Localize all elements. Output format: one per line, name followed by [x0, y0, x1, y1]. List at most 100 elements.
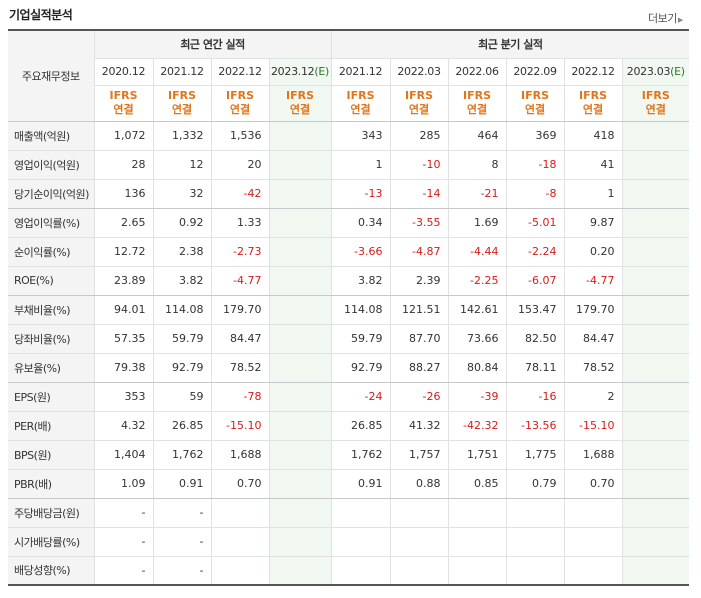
table-row: 영업이익(억원) 28 12 20 1 -10 8 -18 41	[8, 150, 690, 180]
table-cell	[269, 324, 332, 354]
table-cell: -	[94, 556, 154, 586]
table-cell: 80.84	[448, 353, 507, 383]
table-cell: -3.66	[330, 237, 391, 267]
table-cell	[564, 498, 623, 528]
table-cell	[622, 527, 690, 557]
table-cell	[622, 353, 690, 383]
table-cell	[390, 527, 449, 557]
row-label: 주당배당금(원)	[8, 498, 95, 528]
table-cell: 1	[564, 179, 623, 209]
estimate-marker: (E)	[670, 65, 685, 78]
table-cell: 57.35	[94, 324, 154, 354]
table-cell: -3.55	[390, 208, 449, 238]
table-cell: 1,072	[94, 121, 154, 151]
ifrs-cell: IFRS 연결	[153, 85, 212, 122]
group-header-row: 주요재무정보 최근 연간 실적 최근 분기 실적	[8, 29, 690, 122]
table-cell: -78	[211, 382, 270, 412]
table-cell: 285	[390, 121, 449, 151]
table-cell	[269, 527, 332, 557]
table-cell: 0.85	[448, 469, 507, 499]
estimate-marker: (E)	[314, 65, 330, 78]
table-cell: 87.70	[390, 324, 449, 354]
consolidated-label: 연결	[113, 103, 134, 116]
table-cell: 1	[330, 150, 391, 180]
table-cell: 1,762	[153, 440, 212, 470]
table-cell: 84.47	[564, 324, 623, 354]
table-cell: 3.82	[153, 266, 212, 296]
table-row: 유보율(%) 79.38 92.79 78.52 92.79 88.27 80.84 78.1…	[8, 353, 690, 383]
period-row: 2020.12 2021.12 2022.12 2023.12(E) 2021.12 20…	[8, 58, 690, 86]
table-cell: -16	[506, 382, 565, 412]
table-cell: 3.82	[330, 266, 391, 296]
table-cell: 2.65	[94, 208, 154, 238]
table-cell: 0.88	[390, 469, 449, 499]
table-cell: 1,332	[153, 121, 212, 151]
table-row: 주당배당금(원) - -	[8, 498, 690, 528]
more-label: 더보기	[648, 12, 677, 25]
annual-period-0: 2020.12	[94, 58, 154, 86]
table-cell: -18	[506, 150, 565, 180]
period-label: 2021.12	[338, 65, 383, 78]
table-cell: 73.66	[448, 324, 507, 354]
period-label: 2023.03	[626, 65, 671, 78]
table-cell	[269, 382, 332, 412]
table-cell	[564, 556, 623, 586]
table-cell: -2.25	[448, 266, 507, 296]
table-cell: 59	[153, 382, 212, 412]
table-cell: -14	[390, 179, 449, 209]
ifrs-cell: IFRS 연결	[211, 85, 270, 122]
table-cell: -2.73	[211, 237, 270, 267]
table-cell: 2.39	[390, 266, 449, 296]
table-cell: 4.32	[94, 411, 154, 441]
quarter-period-1: 2022.03	[390, 58, 449, 86]
table-cell: 179.70	[211, 295, 270, 325]
table-row: 당좌비율(%) 57.35 59.79 84.47 59.79 87.70 73.66 82.…	[8, 324, 690, 354]
row-label: BPS(원)	[8, 440, 95, 470]
table-cell	[330, 498, 391, 528]
row-label: 당좌비율(%)	[8, 324, 95, 354]
ifrs-label: IFRS	[109, 89, 138, 102]
table-cell	[622, 382, 690, 412]
row-label: 유보율(%)	[8, 353, 95, 383]
table-cell	[448, 527, 507, 557]
table-cell: 1,688	[564, 440, 623, 470]
table-cell: 23.89	[94, 266, 154, 296]
table-cell: 78.11	[506, 353, 565, 383]
quarter-period-2: 2022.06	[448, 58, 507, 86]
quarter-period-3: 2022.09	[506, 58, 565, 86]
consolidated-label: 연결	[466, 103, 488, 116]
table-cell	[269, 440, 332, 470]
table-row: 순이익률(%) 12.72 2.38 -2.73 -3.66 -4.87 -4.44 -2.2…	[8, 237, 690, 267]
table-cell: 9.87	[564, 208, 623, 238]
accounting-standard-row: IFRS 연결 IFRS 연결 IFRS 연결 IFRS 연결 IFRS 연결 IFRS 연결 IFRS…	[8, 85, 690, 122]
table-cell: -6.07	[506, 266, 565, 296]
row-label: PER(배)	[8, 411, 95, 441]
table-cell: 1.09	[94, 469, 154, 499]
consolidated-label: 연결	[171, 103, 193, 116]
table-cell: -	[153, 527, 212, 557]
period-label: 2023.12	[270, 65, 315, 78]
table-cell: 32	[153, 179, 212, 209]
more-link[interactable]: 더보기▶	[648, 10, 683, 26]
table-cell	[269, 295, 332, 325]
consolidated-label: 연결	[408, 103, 430, 116]
table-cell: 1,762	[330, 440, 391, 470]
chevron-right-icon: ▶	[677, 16, 683, 24]
ifrs-label: IFRS	[346, 89, 375, 102]
table-cell	[330, 527, 391, 557]
ifrs-cell: IFRS 연결	[448, 85, 507, 122]
table-cell: -4.87	[390, 237, 449, 267]
table-cell: 1,536	[211, 121, 270, 151]
table-cell	[506, 556, 565, 586]
table-cell: -39	[448, 382, 507, 412]
ifrs-label: IFRS	[579, 89, 608, 102]
table-cell	[622, 150, 690, 180]
ifrs-cell: IFRS 연결	[269, 85, 332, 122]
table-cell	[506, 498, 565, 528]
table-cell: 369	[506, 121, 565, 151]
table-cell	[269, 411, 332, 441]
table-cell: 114.08	[153, 295, 212, 325]
table-cell: 0.91	[153, 469, 212, 499]
table-cell: 41.32	[390, 411, 449, 441]
row-label: 순이익률(%)	[8, 237, 95, 267]
